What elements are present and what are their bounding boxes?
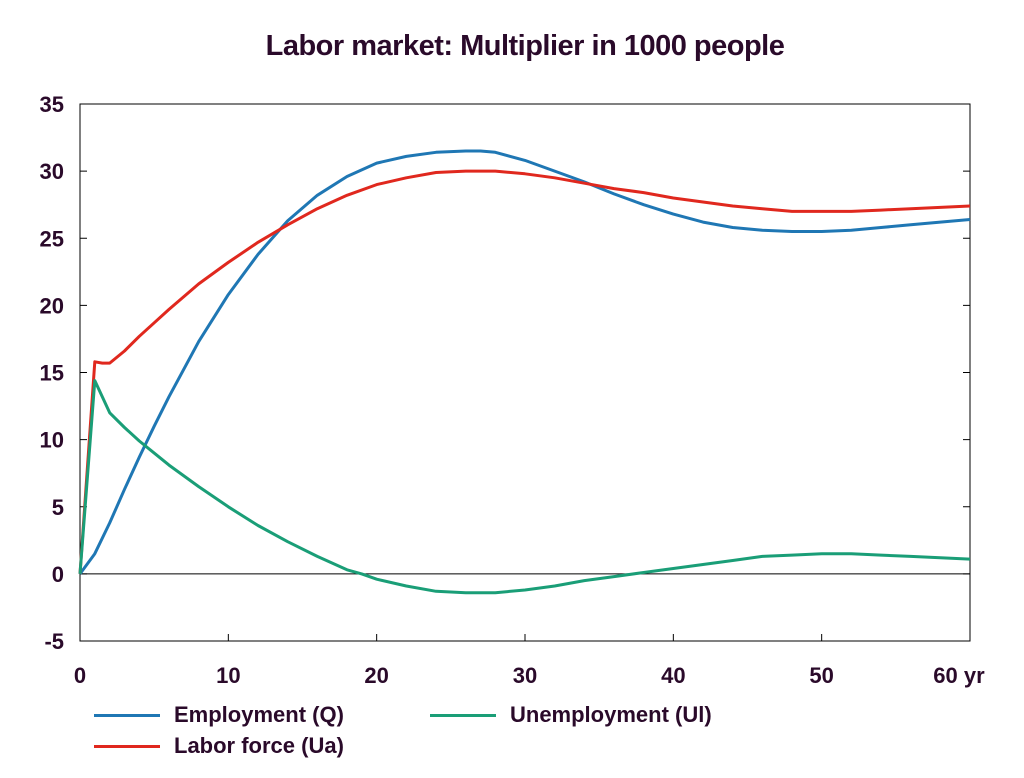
axes <box>79 103 971 642</box>
x-tick-label: 20 <box>364 663 388 688</box>
y-tick-label: -5 <box>44 629 64 654</box>
labor-force-swatch <box>94 744 160 748</box>
chart-title: Labor market: Multiplier in 1000 people <box>265 30 785 62</box>
y-tick-label: 35 <box>40 92 64 117</box>
y-tick-label: 15 <box>40 361 64 386</box>
x-tick-label: 40 <box>661 663 685 688</box>
series-line-employment <box>78 149 971 575</box>
legend-item-employment: Employment (Q) <box>94 702 344 728</box>
x-tick-label: 30 <box>513 663 537 688</box>
plot-frame <box>79 103 971 642</box>
x-tick-label: 60 yr <box>933 663 985 688</box>
series-line-labor-force <box>78 169 971 575</box>
x-tick-label: 10 <box>216 663 240 688</box>
series-line-unemployment <box>78 379 971 595</box>
y-tick-label: 5 <box>52 495 64 520</box>
y-tick-label: 30 <box>40 159 64 184</box>
series-lines <box>78 149 971 595</box>
employment-swatch <box>94 713 160 717</box>
x-tick-label: 0 <box>74 663 86 688</box>
y-tick-label: 10 <box>40 428 64 453</box>
legend-item-unemployment: Unemployment (Ul) <box>430 702 712 728</box>
y-tick-label: 0 <box>52 562 64 587</box>
y-tick-label: 25 <box>40 226 64 251</box>
legend-label-employment: Employment (Q) <box>174 702 344 727</box>
legend-label-labor-force: Labor force (Ua) <box>174 733 344 758</box>
legend-item-labor-force: Labor force (Ua) <box>94 733 344 759</box>
y-tick-label: 20 <box>40 293 64 318</box>
x-tick-label: 50 <box>809 663 833 688</box>
tick-labels: -5 0 5 10 15 20 25 30 35 0 10 20 30 40 50 60 yr <box>40 92 986 688</box>
legend-label-unemployment: Unemployment (Ul) <box>510 702 712 727</box>
unemployment-swatch <box>430 713 496 717</box>
